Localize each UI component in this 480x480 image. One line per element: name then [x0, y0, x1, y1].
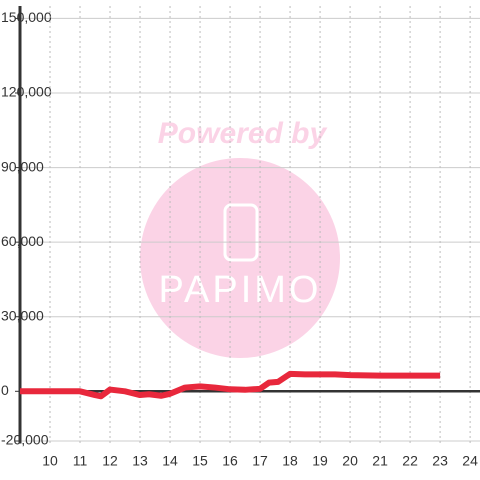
x-tick-label: 19 — [312, 453, 328, 469]
x-tick-label: 24 — [462, 453, 478, 469]
x-tick-label: 12 — [102, 453, 118, 469]
x-tick-label: 22 — [402, 453, 418, 469]
x-tick-label: 11 — [73, 453, 88, 469]
watermark-logo: PAPIMO — [159, 269, 322, 311]
x-tick-label: 14 — [162, 453, 178, 469]
y-tick-label: 120,000 — [1, 84, 52, 100]
line — [20, 370, 441, 400]
x-tick-label: 21 — [372, 453, 388, 469]
watermark-icon — [223, 203, 259, 262]
watermark-text: Powered by — [158, 117, 328, 150]
x-tick-label: 15 — [192, 453, 208, 469]
y-tick-label: 90,000 — [1, 158, 44, 174]
y-tick-label: 0 — [1, 382, 9, 398]
x-tick-label: 20 — [342, 453, 358, 469]
y-tick-label: 60,000 — [1, 233, 44, 249]
x-tick-label: 10 — [42, 453, 58, 469]
y-tick-label: -20,000 — [1, 432, 49, 448]
x-tick-label: 23 — [432, 453, 448, 469]
x-tick-label: 17 — [252, 453, 268, 469]
y-tick-label: 150,000 — [1, 9, 52, 25]
x-tick-label: 18 — [282, 453, 298, 469]
x-tick-label: 13 — [132, 453, 148, 469]
x-tick-label: 16 — [222, 453, 238, 469]
y-tick-label: 30,000 — [1, 307, 44, 323]
